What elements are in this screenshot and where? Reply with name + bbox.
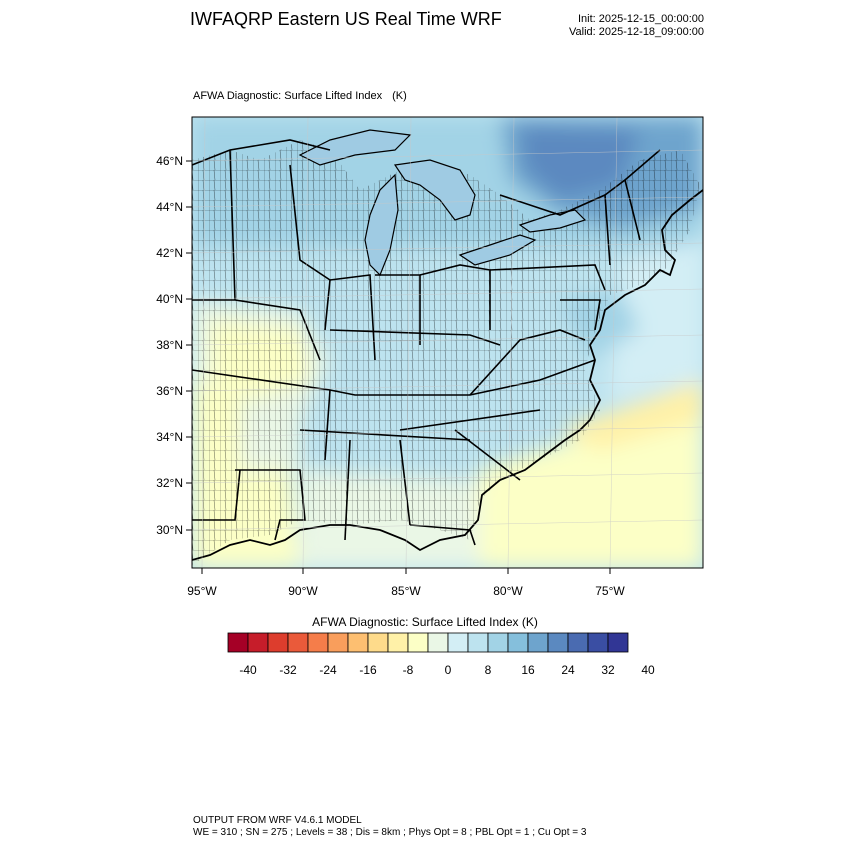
lon-label: 95°W [187,584,217,598]
colorbar-box [287,632,309,653]
init-time: Init: 2025-12-15_00:00:00 [578,13,704,25]
colorbar-tick-labels: -40 -32 -24 -16 -8 0 8 16 24 32 40 [239,663,655,677]
colorbar-tick-label: -24 [319,663,337,677]
county-boundaries [192,140,700,565]
colorbar-tick-label: -8 [403,663,414,677]
valid-time: Valid: 2025-12-18_09:00:00 [569,26,704,38]
colorbar-box [227,632,249,653]
colorbar-tick-label: -32 [279,663,297,677]
colorbar-title: AFWA Diagnostic: Surface Lifted Index (K… [312,615,538,629]
model-footer: OUTPUT FROM WRF V4.6.1 MODEL WE = 310 ; … [193,815,586,839]
lat-label: 38°N [156,338,183,352]
lon-label: 75°W [595,584,625,598]
colorbar-box [547,632,569,653]
colorbar-box [387,632,409,653]
graticule [192,117,703,568]
colorbar-box [267,632,289,653]
lat-label: 44°N [156,200,183,214]
lat-label: 34°N [156,430,183,444]
lon-label: 90°W [288,584,318,598]
lat-label: 42°N [156,246,183,260]
colorbar-box [527,632,549,653]
colorbar-box [447,632,469,653]
colorbar-box [307,632,329,653]
field-label: AFWA Diagnostic: Surface Lifted Index [193,90,383,102]
colorbar-tick-label: 40 [641,663,655,677]
plot-title: IWFAQRP Eastern US Real Time WRF [190,9,502,29]
colorbar-box [247,632,269,653]
lat-label: 36°N [156,384,183,398]
lat-label: 40°N [156,292,183,306]
field-units: (K) [392,90,407,102]
axis-ticks [186,160,611,574]
colorbar-box [587,632,609,653]
map-panel [192,117,703,568]
run-info: Init: 2025-12-15_00:00:00 Valid: 2025-12… [569,13,704,39]
colorbar [227,632,629,653]
colorbar-tick-label: 0 [445,663,452,677]
colorbar-box [467,632,489,653]
lat-label: 30°N [156,523,183,537]
colorbar-tick-label: 8 [485,663,492,677]
colorbar-box [567,632,589,653]
footer-line-1: OUTPUT FROM WRF V4.6.1 MODEL [193,815,362,826]
colorbar-tick-label: -16 [359,663,377,677]
latitude-labels: 46°N 44°N 42°N 40°N 38°N 36°N 34°N 32°N … [156,154,183,537]
lat-label: 32°N [156,476,183,490]
colorbar-tick-label: 16 [521,663,535,677]
field-subtitle: AFWA Diagnostic: Surface Lifted Index (K) [193,90,407,102]
colorbar-box [487,632,509,653]
state-boundaries [192,139,661,546]
colorbar-box [367,632,389,653]
coastline [192,189,703,561]
great-lakes [298,129,587,277]
colorbar-box [347,632,369,653]
footer-line-2: WE = 310 ; SN = 275 ; Levels = 38 ; Dis … [193,827,587,838]
colorbar-box [407,632,429,653]
lat-label: 46°N [156,154,183,168]
colorbar-box [507,632,529,653]
colorbar-tick-label: 32 [601,663,615,677]
colorbar-box [427,632,449,653]
lon-label: 85°W [391,584,421,598]
longitude-labels: 95°W 90°W 85°W 80°W 75°W [187,584,625,598]
lon-label: 80°W [493,584,523,598]
colorbar-tick-label: 24 [561,663,575,677]
colorbar-box [327,632,349,653]
colorbar-box [607,632,629,653]
colorbar-tick-label: -40 [239,663,257,677]
map-frame [191,116,704,569]
